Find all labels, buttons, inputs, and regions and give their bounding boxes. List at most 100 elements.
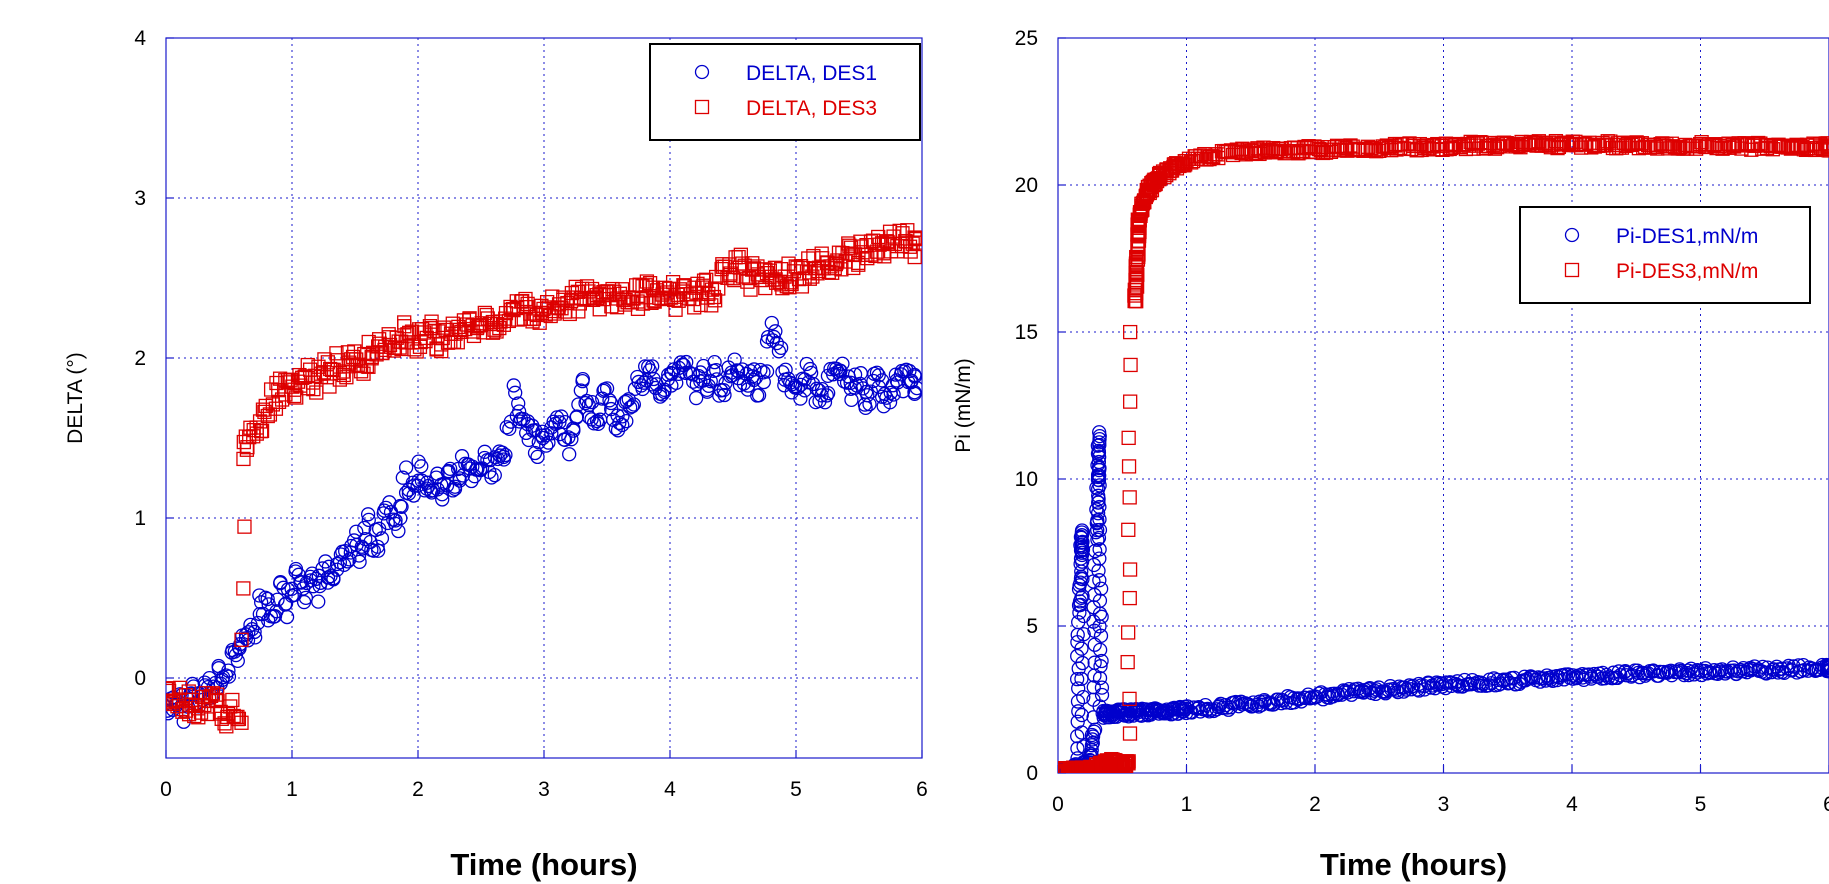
data-point-circle — [793, 391, 808, 406]
y-tick-label: 3 — [134, 187, 146, 210]
data-point-square — [1129, 274, 1144, 290]
data-point-circle — [1581, 667, 1597, 682]
data-point-circle — [361, 512, 376, 528]
data-point-circle — [1071, 681, 1086, 696]
x-tick-label: 2 — [412, 778, 424, 801]
data-point-circle — [1613, 668, 1628, 683]
data-point-square — [493, 314, 508, 329]
data-point-circle — [1712, 664, 1727, 680]
data-point-square — [518, 291, 533, 307]
data-point-circle — [778, 362, 793, 377]
data-point-circle — [351, 548, 367, 563]
legend: DELTA, DES1 DELTA, DES3 — [649, 43, 921, 141]
data-point-square — [414, 322, 430, 337]
data-point-circle — [311, 594, 326, 609]
x-tick-label: 3 — [538, 778, 550, 801]
data-point-circle — [1074, 523, 1090, 538]
data-point-square — [1503, 136, 1518, 152]
data-point-circle — [759, 364, 775, 379]
data-point-square — [1470, 136, 1486, 151]
data-point-circle — [1275, 693, 1291, 708]
data-point-square — [854, 239, 869, 254]
data-point-circle — [602, 393, 617, 408]
data-point-square — [404, 324, 420, 339]
data-point-circle — [221, 663, 236, 678]
data-point-circle — [1074, 641, 1089, 656]
data-point-circle — [221, 669, 237, 684]
data-point-circle — [1075, 542, 1091, 557]
data-point-circle — [374, 531, 390, 546]
data-point-circle — [1242, 697, 1257, 713]
y-tick-label: 25 — [1015, 27, 1038, 50]
data-point-square — [668, 302, 683, 317]
data-point-circle — [326, 572, 341, 587]
data-point-circle — [1766, 662, 1781, 677]
data-point-circle — [1094, 680, 1110, 695]
data-point-square — [814, 246, 829, 261]
data-point-circle — [511, 404, 527, 419]
data-point-square — [1820, 136, 1829, 151]
data-point-square — [711, 281, 726, 296]
data-point-circle — [1091, 563, 1106, 578]
data-point-circle — [496, 449, 511, 465]
data-point-circle — [512, 414, 527, 429]
data-point-circle — [260, 591, 275, 607]
data-point-circle — [584, 394, 600, 410]
series-2 — [1058, 133, 1829, 773]
data-point-square — [339, 370, 354, 385]
data-point-circle — [1092, 512, 1107, 527]
data-point-square — [1220, 143, 1235, 159]
data-point-square — [361, 334, 376, 350]
data-point-circle — [1091, 491, 1106, 507]
data-point-circle — [578, 395, 593, 411]
data-point-circle — [1092, 450, 1107, 465]
data-point-circle — [569, 409, 585, 424]
data-point-circle — [1092, 642, 1108, 658]
data-point-circle — [1361, 682, 1376, 697]
data-point-square — [1223, 143, 1239, 158]
data-point-circle — [253, 595, 269, 610]
data-point-square — [422, 318, 438, 334]
data-point-circle — [575, 374, 590, 389]
data-point-square — [1123, 324, 1138, 340]
data-point-circle — [571, 397, 586, 412]
data-point-square — [834, 262, 849, 277]
data-point-circle — [1092, 670, 1108, 686]
data-point-square — [1424, 139, 1439, 154]
data-point-circle — [342, 552, 357, 567]
data-point-square — [1235, 141, 1250, 156]
data-point-circle — [669, 375, 684, 391]
x-tick-label: 6 — [1823, 793, 1829, 816]
data-point-square — [274, 392, 290, 407]
data-point-circle — [270, 592, 285, 607]
data-point-square — [1129, 294, 1144, 309]
data-point-square — [1121, 522, 1136, 537]
data-point-square — [1123, 394, 1138, 409]
data-point-circle — [1070, 729, 1085, 744]
data-point-square — [1427, 137, 1442, 153]
legend-entry: Pi-DES1,mN/m — [1616, 225, 1758, 248]
data-point-circle — [1092, 468, 1107, 483]
data-point-circle — [619, 393, 634, 409]
data-point-circle — [751, 388, 767, 403]
data-point-circle — [653, 389, 668, 404]
data-point-circle — [279, 609, 295, 625]
legend-marker — [694, 99, 710, 115]
x-tick-label: 6 — [916, 778, 928, 801]
data-point-circle — [414, 459, 429, 474]
data-point-circle — [716, 382, 731, 398]
data-point-square — [231, 711, 247, 727]
data-point-circle — [1074, 535, 1089, 550]
data-point-circle — [352, 554, 367, 570]
data-point-circle — [1085, 729, 1101, 744]
data-point-circle — [1092, 478, 1107, 493]
data-point-circle — [311, 568, 326, 583]
data-point-square — [409, 344, 424, 359]
data-point-circle — [610, 423, 626, 438]
data-point-circle — [393, 511, 408, 526]
data-point-circle — [1092, 542, 1107, 557]
y-axis-label: DELTA (°) — [64, 352, 87, 444]
data-point-circle — [612, 415, 627, 431]
y-tick-label: 5 — [1026, 615, 1038, 638]
data-point-circle — [731, 371, 746, 386]
